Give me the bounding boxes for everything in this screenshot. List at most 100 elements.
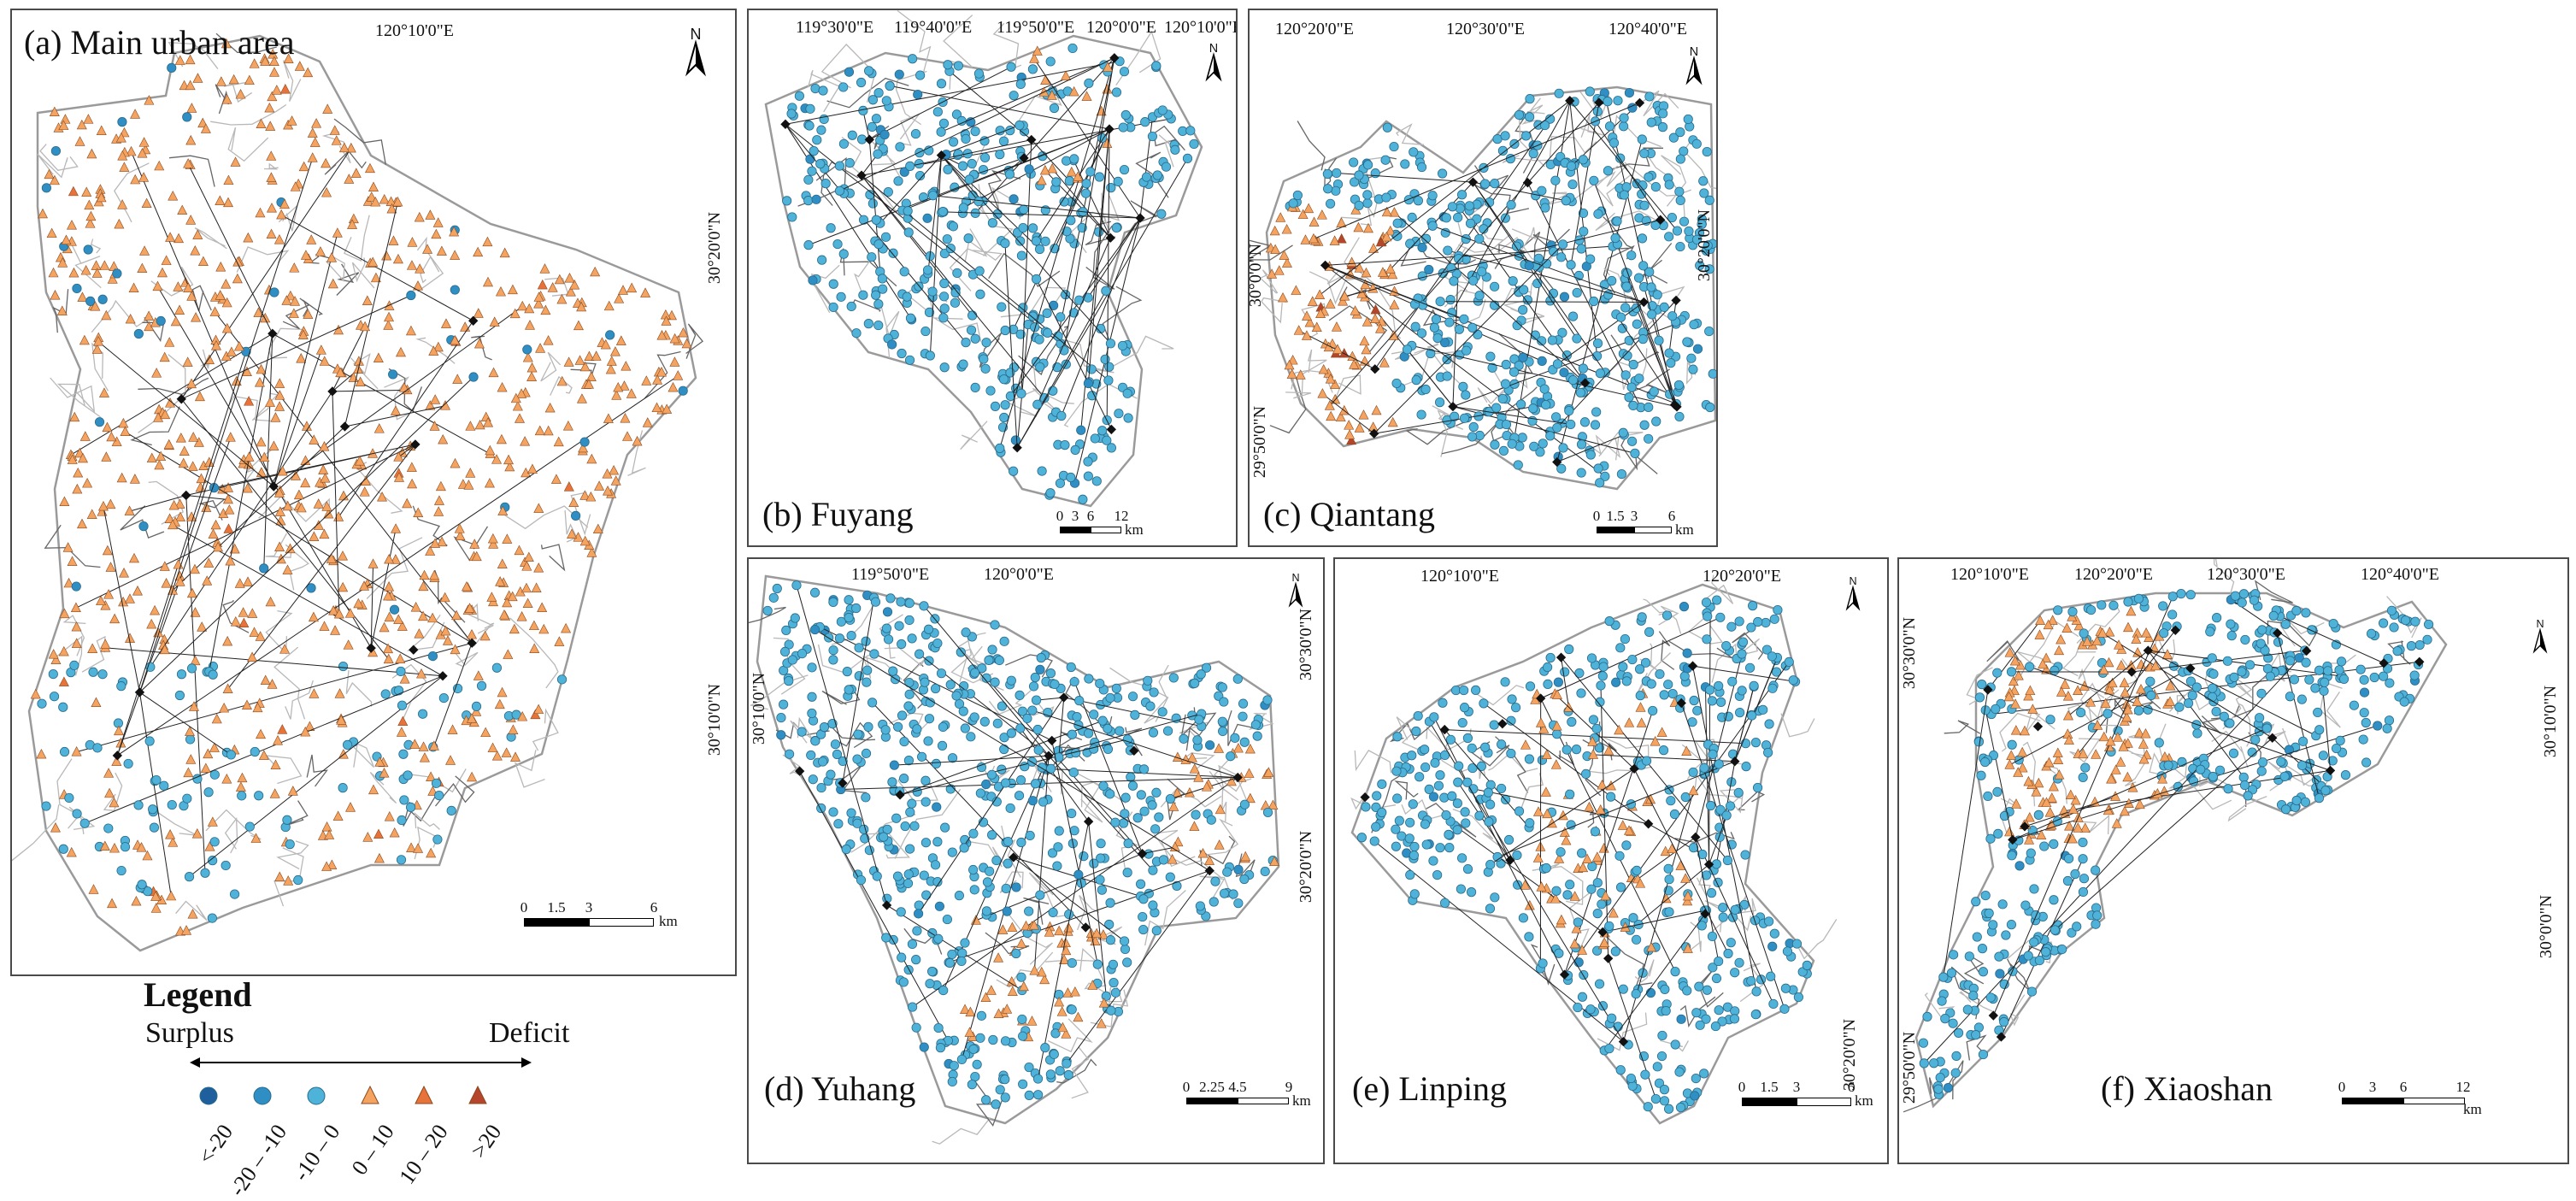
scale-tick: 6 [1848, 1079, 1856, 1096]
scale-bar: 0 3 6 12 km [2335, 1079, 2480, 1113]
demand-circle [2373, 721, 2382, 730]
scale-tick: 2.25 [1199, 1079, 1225, 1096]
demand-circle [1011, 436, 1020, 444]
demand-circle [1529, 149, 1538, 157]
demand-circle [1562, 745, 1571, 754]
demand-circle [1033, 400, 1042, 409]
demand-circle [897, 908, 905, 916]
demand-circle [809, 276, 817, 285]
demand-circle [1467, 433, 1476, 441]
demand-circle [1084, 472, 1092, 480]
demand-circle [1665, 349, 1673, 357]
demand-circle [1467, 744, 1476, 752]
demand-circle [145, 737, 154, 745]
demand-circle [1626, 1074, 1635, 1082]
demand-circle [1675, 1068, 1684, 1076]
longitude-label: 120°10'0"E [1950, 566, 2029, 583]
demand-circle [1625, 336, 1633, 344]
legend-triangle-icon [415, 1086, 432, 1104]
demand-circle [1996, 969, 2004, 978]
demand-circle [1541, 203, 1550, 212]
demand-circle [1619, 662, 1627, 671]
demand-circle [1627, 251, 1636, 260]
demand-circle [1001, 326, 1009, 334]
scale-unit: km [1675, 521, 1694, 539]
demand-circle [1056, 1067, 1064, 1075]
demand-circle [1409, 800, 1417, 809]
demand-circle [1525, 755, 1533, 763]
demand-circle [1463, 864, 1472, 873]
demand-circle [939, 986, 948, 994]
latitude-label: 30°0'0"N [1248, 244, 1264, 307]
demand-circle [134, 329, 143, 338]
demand-circle [1986, 834, 1995, 843]
map-panel-yuhang: (d) Yuhang 119°50'0"E 120°0'0"E 30°10'0"… [747, 557, 1325, 1164]
demand-circle [1565, 406, 1573, 415]
demand-circle [1107, 183, 1115, 191]
demand-circle [1768, 942, 1777, 951]
demand-circle [945, 958, 954, 967]
demand-circle [1429, 792, 1438, 801]
demand-circle [1118, 341, 1126, 350]
demand-circle [1920, 1059, 1928, 1068]
demand-circle [2410, 671, 2419, 680]
demand-circle [168, 800, 176, 809]
demand-circle [962, 338, 970, 346]
demand-circle [285, 839, 294, 848]
demand-circle [2359, 735, 2367, 744]
demand-circle [1390, 142, 1398, 150]
demand-circle [1000, 745, 1009, 753]
demand-circle [936, 1043, 944, 1051]
demand-circle [1432, 315, 1440, 323]
demand-circle [1638, 234, 1646, 243]
demand-circle [970, 886, 979, 894]
demand-circle [1043, 309, 1051, 317]
demand-circle [928, 191, 937, 200]
demand-circle [979, 355, 988, 363]
demand-circle [1392, 379, 1401, 387]
demand-circle [2257, 689, 2266, 698]
demand-circle [1631, 449, 1639, 457]
demand-circle [1597, 681, 1605, 690]
demand-circle [1622, 282, 1631, 291]
demand-circle [1579, 364, 1587, 373]
demand-circle [2251, 735, 2260, 744]
demand-circle [904, 702, 913, 710]
demand-circle [1070, 677, 1079, 686]
demand-circle [2370, 673, 2379, 681]
demand-circle [1163, 727, 1172, 735]
demand-circle [1567, 162, 1575, 170]
demand-circle [835, 186, 844, 195]
demand-circle [2093, 911, 2102, 920]
demand-circle [201, 868, 209, 877]
demand-circle [2030, 885, 2038, 893]
demand-circle [2266, 672, 2274, 680]
demand-circle [134, 801, 143, 809]
demand-circle [974, 197, 983, 205]
demand-circle [867, 252, 876, 261]
demand-circle [1573, 288, 1581, 297]
demand-circle [1084, 457, 1092, 466]
demand-circle [1502, 360, 1510, 368]
demand-circle [2000, 980, 2008, 988]
demand-circle [1370, 837, 1379, 845]
demand-circle [492, 663, 501, 672]
demand-circle [472, 702, 480, 710]
demand-circle [988, 219, 997, 227]
demand-circle [2301, 798, 2309, 806]
demand-circle [1475, 291, 1484, 300]
demand-circle [38, 699, 46, 708]
demand-circle [1758, 705, 1767, 714]
demand-circle [2238, 668, 2246, 676]
north-arrow-icon: N [1680, 44, 1708, 85]
demand-circle [1041, 1043, 1050, 1051]
demand-circle [1934, 1085, 1943, 1093]
demand-circle [1951, 1069, 1960, 1077]
demand-circle [2324, 667, 2332, 675]
demand-circle [1079, 851, 1088, 860]
demand-circle [250, 747, 259, 756]
demand-circle [1371, 168, 1379, 177]
demand-circle [953, 268, 962, 277]
demand-circle [1062, 156, 1070, 165]
demand-circle [1077, 426, 1085, 434]
